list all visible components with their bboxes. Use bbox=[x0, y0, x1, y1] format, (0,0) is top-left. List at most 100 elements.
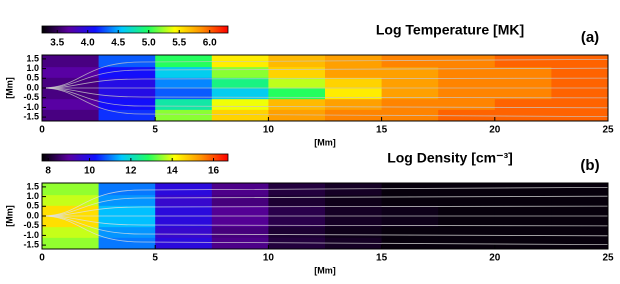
heatmap-cell bbox=[211, 109, 269, 122]
y-tick-label: 0.0 bbox=[26, 82, 39, 92]
heatmap-cell bbox=[381, 55, 439, 68]
heatmap-cell bbox=[211, 226, 269, 238]
x-tick-label: 0 bbox=[39, 253, 45, 264]
heatmap-cell bbox=[381, 194, 439, 206]
x-axis-label: [Mm] bbox=[314, 137, 336, 147]
heatmap-cell bbox=[98, 183, 156, 196]
heatmap-cell bbox=[325, 216, 383, 228]
heatmap-cell bbox=[268, 205, 326, 217]
y-tick-label: -0.5 bbox=[23, 92, 39, 102]
heatmap-cell bbox=[438, 55, 496, 68]
heatmap-cell bbox=[551, 77, 609, 89]
heatmap-cell bbox=[551, 183, 609, 196]
heatmap-cell bbox=[325, 88, 383, 100]
y-tick-label: 0.5 bbox=[26, 73, 39, 83]
heatmap-cell bbox=[438, 88, 496, 100]
heatmap-cell bbox=[155, 194, 213, 206]
heatmap-cell bbox=[551, 88, 609, 100]
heatmap-cell bbox=[381, 205, 439, 217]
heatmap-cell bbox=[268, 88, 326, 100]
y-tick-label: -1.0 bbox=[23, 230, 39, 240]
heatmap-cell bbox=[494, 216, 552, 228]
heatmap-cell bbox=[551, 205, 609, 217]
heatmap-cell bbox=[98, 109, 156, 122]
heatmap-cell bbox=[211, 66, 269, 78]
heatmap-cell bbox=[325, 98, 383, 110]
heatmap-cell bbox=[494, 77, 552, 89]
colorbar-tick-label: 4.5 bbox=[111, 38, 125, 49]
heatmap-cell bbox=[155, 77, 213, 89]
field-line bbox=[41, 87, 609, 117]
heatmap-cell bbox=[381, 226, 439, 238]
y-axis-label: [Mm] bbox=[4, 205, 14, 227]
heatmap-cell bbox=[98, 98, 156, 110]
heatmap-cell bbox=[494, 194, 552, 206]
y-tick-label: 1.0 bbox=[26, 191, 39, 201]
heatmap-cell bbox=[98, 88, 156, 100]
heatmap-cell bbox=[381, 77, 439, 89]
heatmap-cell bbox=[438, 183, 496, 196]
field-line bbox=[41, 77, 609, 89]
x-tick-label: 20 bbox=[489, 125, 501, 136]
heatmap-cell bbox=[155, 109, 213, 122]
heatmap-cell bbox=[325, 226, 383, 238]
colorbar bbox=[41, 25, 229, 34]
y-tick-label: -0.5 bbox=[23, 220, 39, 230]
y-tick-label: 1.5 bbox=[26, 181, 39, 191]
heatmap-cell bbox=[325, 194, 383, 206]
colorbar-tick-label: 14 bbox=[167, 166, 179, 177]
heatmap-cell bbox=[42, 98, 100, 110]
heatmap-cell bbox=[155, 205, 213, 217]
heatmap-cell bbox=[155, 88, 213, 100]
heatmap-cell bbox=[551, 109, 609, 122]
colorbar-tick-label: 12 bbox=[125, 166, 137, 177]
heatmap-cell bbox=[42, 77, 100, 89]
heatmap-cell bbox=[494, 98, 552, 110]
x-tick-label: 25 bbox=[602, 253, 614, 264]
colorbar bbox=[41, 153, 229, 162]
heatmap-cell bbox=[211, 205, 269, 217]
heatmap-cell bbox=[438, 98, 496, 110]
heatmap-cell bbox=[155, 237, 213, 250]
heatmap-cell bbox=[551, 98, 609, 110]
heatmap-cell bbox=[98, 194, 156, 206]
heatmap-cell bbox=[42, 109, 100, 122]
x-tick-label: 25 bbox=[602, 125, 614, 136]
heatmap-cell bbox=[494, 88, 552, 100]
y-tick-label: 0.5 bbox=[26, 201, 39, 211]
heatmap-cell bbox=[211, 194, 269, 206]
heatmap-cell bbox=[438, 216, 496, 228]
heatmap-cell bbox=[42, 183, 100, 196]
heatmap-cell bbox=[494, 66, 552, 78]
heatmap-cell bbox=[42, 237, 100, 250]
field-line bbox=[41, 205, 609, 217]
x-axis-label: [Mm] bbox=[314, 265, 336, 275]
heatmap-cell bbox=[381, 183, 439, 196]
chart-title: Log Temperature [MK] bbox=[376, 22, 524, 38]
y-tick-label: -1.5 bbox=[23, 111, 39, 121]
heatmap-cell bbox=[325, 77, 383, 89]
y-axis-label: [Mm] bbox=[4, 77, 14, 99]
heatmap-cell bbox=[98, 216, 156, 228]
heatmap-cell bbox=[98, 77, 156, 89]
heatmap-cell bbox=[551, 216, 609, 228]
heatmap-cell bbox=[98, 226, 156, 238]
heatmap-cell bbox=[42, 226, 100, 238]
y-tick-label: 1.5 bbox=[26, 53, 39, 63]
heatmap-cell bbox=[438, 226, 496, 238]
heatmap-cell bbox=[381, 88, 439, 100]
heatmap-cell bbox=[155, 216, 213, 228]
x-tick-label: 10 bbox=[263, 253, 275, 264]
heatmap-cell bbox=[268, 109, 326, 122]
heatmap-cell bbox=[42, 66, 100, 78]
heatmap-cell bbox=[494, 109, 552, 122]
colorbar-tick-label: 6.0 bbox=[203, 38, 217, 49]
y-tick-label: -1.5 bbox=[23, 239, 39, 249]
x-tick-label: 15 bbox=[376, 125, 388, 136]
heatmap-cell bbox=[381, 66, 439, 78]
x-tick-label: 0 bbox=[39, 125, 45, 136]
heatmap-cell bbox=[211, 237, 269, 250]
y-tick-label: -1.0 bbox=[23, 102, 39, 112]
colorbar-tick-label: 5.0 bbox=[142, 38, 156, 49]
field-line bbox=[41, 59, 609, 89]
